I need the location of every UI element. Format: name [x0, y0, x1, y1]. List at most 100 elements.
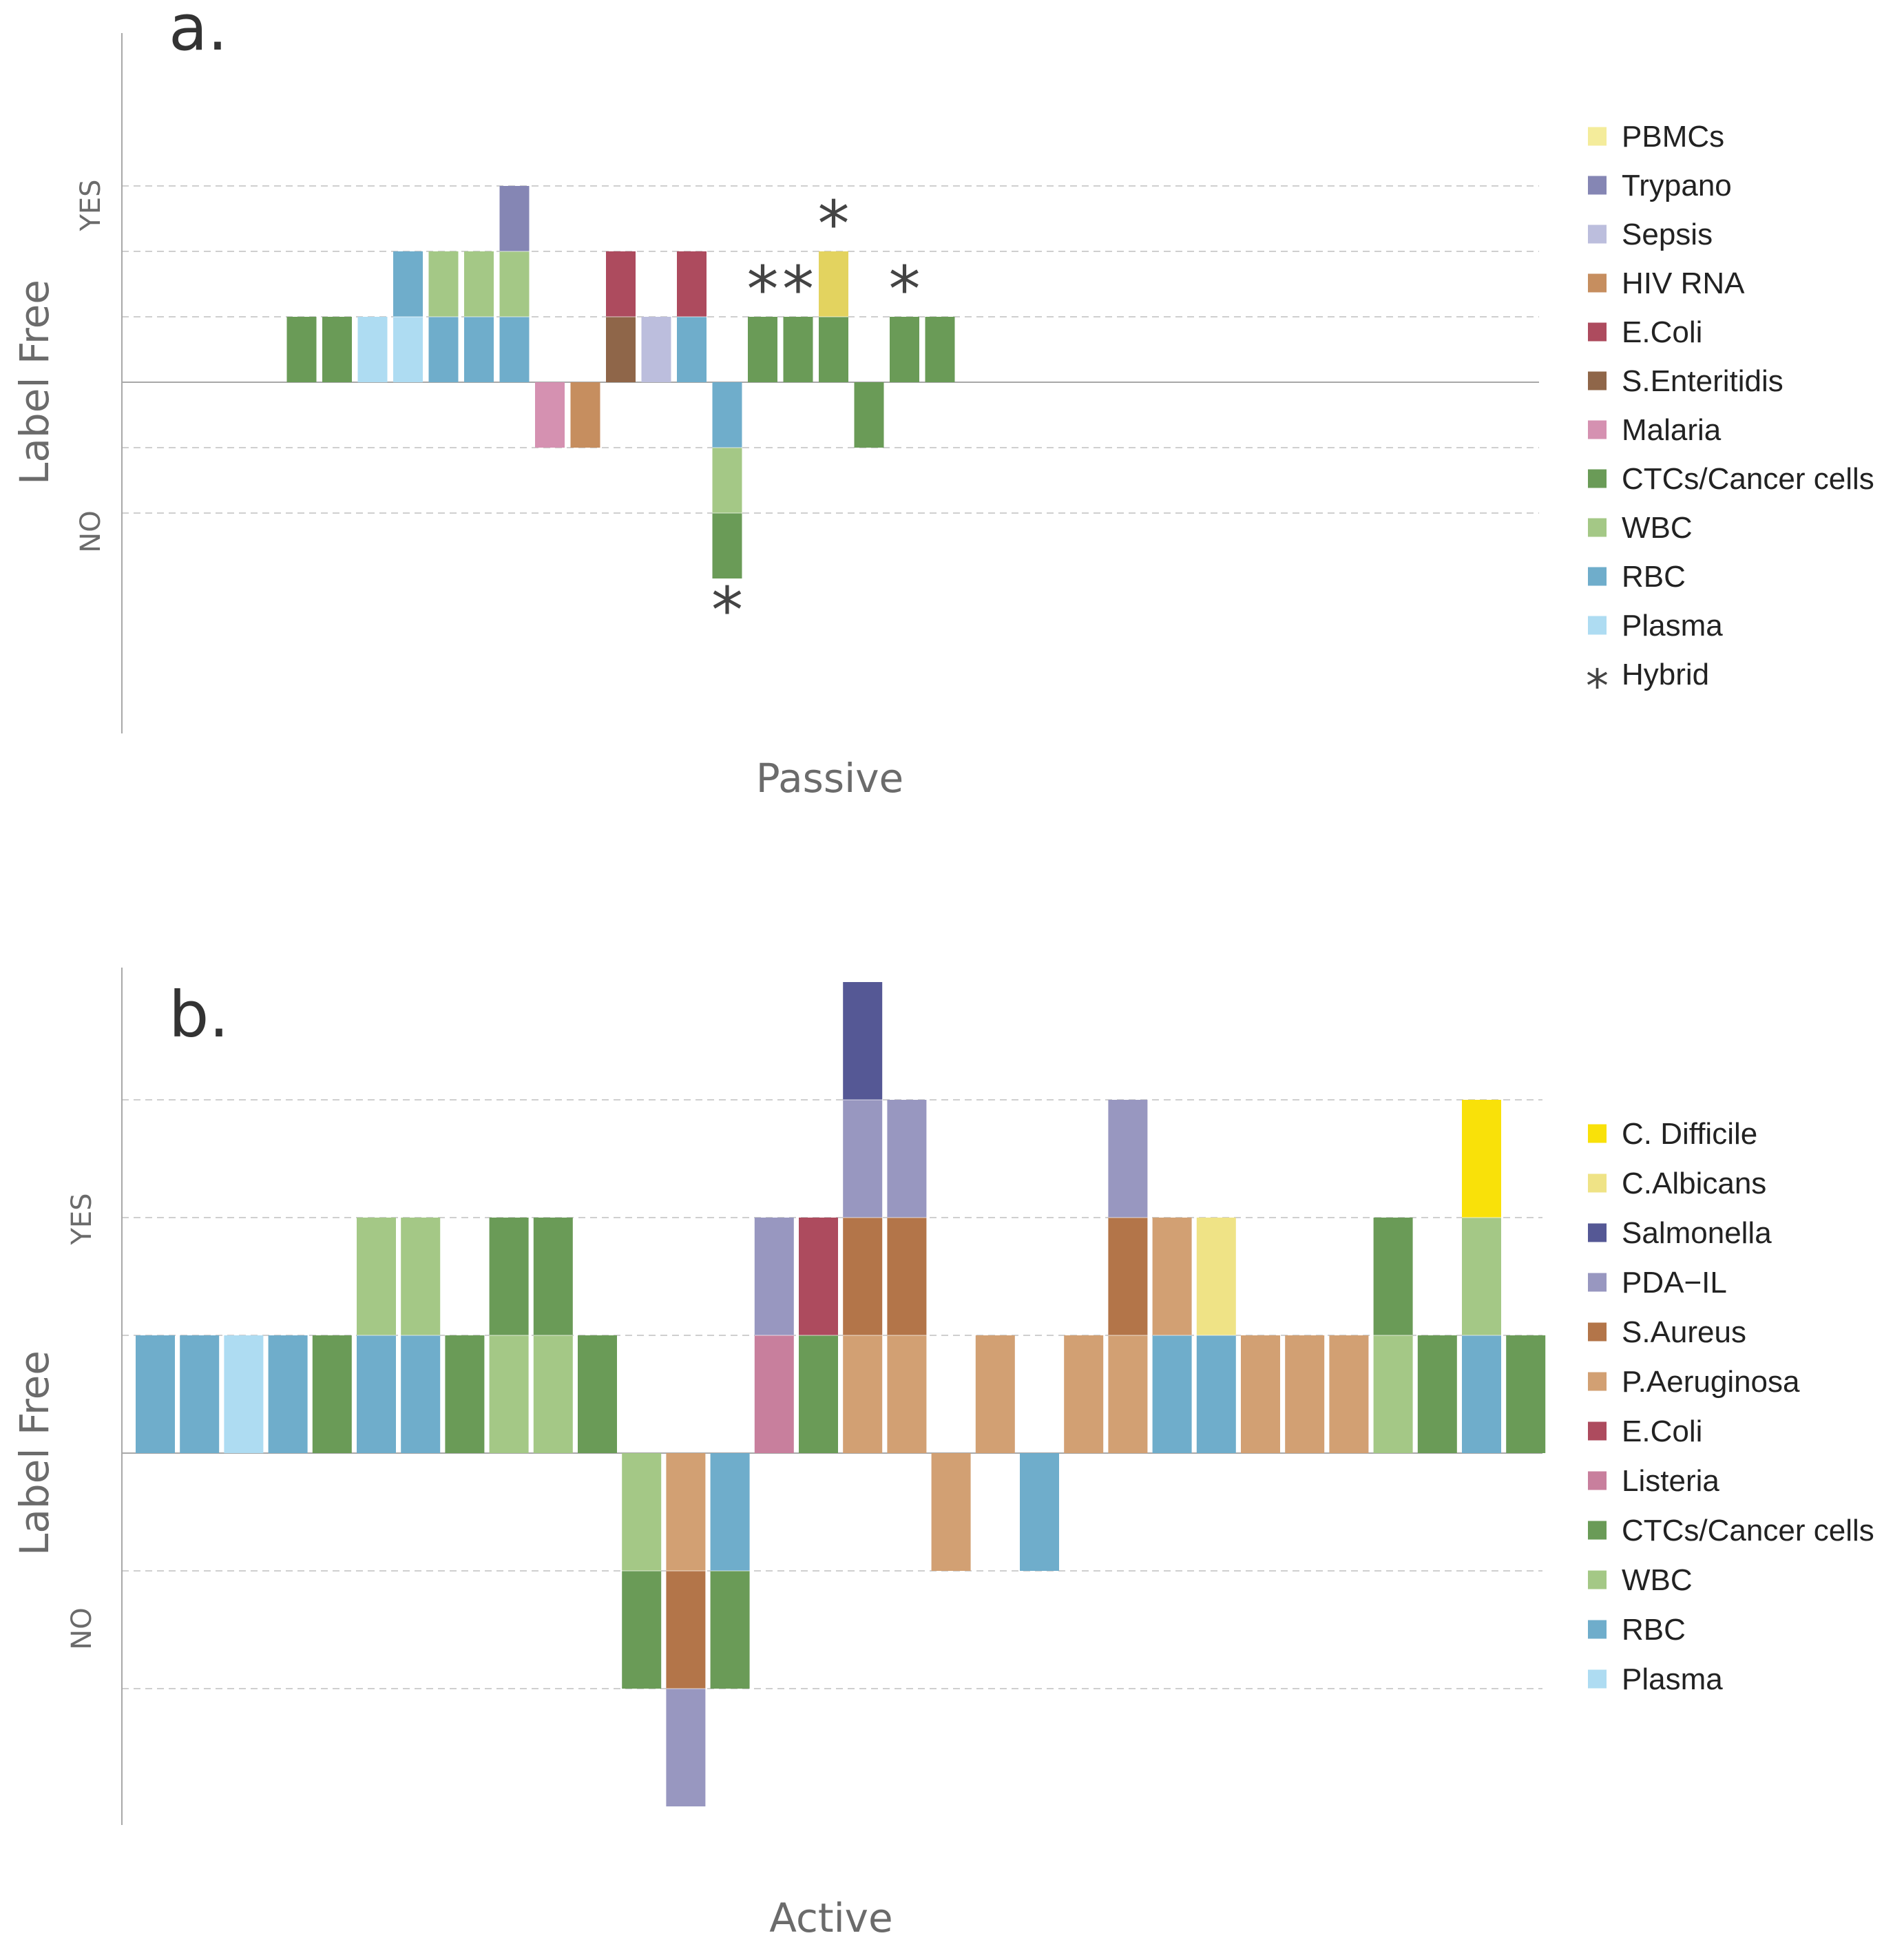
bar-b-29-ctcs-cancer-cells	[1417, 1335, 1457, 1453]
bar-b-5-rbc	[357, 1335, 396, 1453]
legend-label-b-pda-il: PDA−IL	[1622, 1266, 1727, 1300]
legend-swatch-a-hiv-rna	[1588, 273, 1607, 293]
bar-b-3-rbc	[268, 1335, 308, 1453]
panel-letter-a: a.	[169, 0, 228, 65]
legend-swatch-b-s-aureus	[1588, 1322, 1607, 1342]
bar-b-17-pda-il	[887, 1100, 927, 1218]
bar-a-4-ctcs-cancer-cells	[322, 317, 352, 382]
bar-b-15-e-coli	[799, 1218, 838, 1335]
bar-a-7-rbc	[428, 317, 459, 382]
legend-label-b-wbc: WBC	[1622, 1563, 1693, 1597]
bar-b-12-pda-il	[666, 1689, 706, 1806]
bar-b-19-p-aeruginosa	[975, 1335, 1015, 1453]
hybrid-marker-a-20: *	[889, 253, 921, 326]
bar-a-12-s-enteritidis	[606, 317, 636, 382]
bar-b-13-ctcs-cancer-cells	[710, 1571, 750, 1689]
bar-a-14-rbc	[677, 317, 707, 382]
bar-b-30-wbc	[1462, 1218, 1501, 1335]
hybrid-marker-a-16: *	[747, 253, 779, 326]
bar-b-16-pda-il	[843, 1100, 883, 1218]
legend-label-a-sepsis: Sepsis	[1622, 218, 1713, 251]
bar-b-11-ctcs-cancer-cells	[622, 1571, 662, 1689]
bar-a-20-ctcs-cancer-cells	[890, 317, 919, 382]
y-tick-no-a: NO	[75, 510, 107, 552]
bar-b-22-pda-il	[1108, 1100, 1148, 1218]
y-tick-no-b: NO	[66, 1607, 98, 1649]
legend-swatch-b-listeria	[1588, 1471, 1607, 1490]
legend-swatch-a-plasma	[1588, 616, 1607, 635]
bar-b-23-p-aeruginosa	[1152, 1218, 1192, 1335]
legend-label-b-c-albicans: C.Albicans	[1622, 1167, 1766, 1200]
bar-b-8-wbc	[489, 1335, 529, 1453]
legend-label-b-e-coli: E.Coli	[1622, 1415, 1702, 1448]
bar-b-25-p-aeruginosa	[1241, 1335, 1280, 1453]
bar-b-1-rbc	[180, 1335, 220, 1453]
bar-b-11-wbc	[622, 1453, 662, 1571]
panel-letter-b: b.	[169, 978, 229, 1052]
legend-swatch-b-plasma	[1588, 1669, 1607, 1689]
legend-swatch-b-salmonella	[1588, 1223, 1607, 1242]
bar-b-24-rbc	[1196, 1335, 1236, 1453]
bar-b-5-wbc	[357, 1218, 396, 1335]
x-axis-label-b: Active	[769, 1895, 892, 1940]
bar-b-12-p-aeruginosa	[666, 1453, 706, 1571]
hybrid-marker-a-15: *	[711, 574, 743, 647]
legend-a: PBMCs Trypano Sepsis HIV RNA E.Coli S.Enterit…	[1586, 120, 1874, 713]
bar-a-12-e-coli	[606, 251, 636, 317]
y-tick-yes-a: YES	[75, 179, 107, 231]
bar-b-30-c-difficile	[1462, 1100, 1501, 1218]
bar-a-18-ctcs-cancer-cells	[819, 317, 848, 382]
legend-label-a-hybrid: Hybrid	[1622, 658, 1709, 691]
bar-b-18-p-aeruginosa	[931, 1453, 971, 1571]
legend-swatch-b-e-coli	[1588, 1421, 1607, 1441]
bar-a-13-sepsis	[641, 317, 671, 382]
bar-b-16-salmonella	[843, 982, 883, 1100]
bar-b-6-rbc	[401, 1335, 441, 1453]
y-axis-label-b: Label Free	[11, 1350, 58, 1556]
legend-swatch-a-rbc	[1588, 567, 1607, 586]
legend-swatch-b-p-aeruginosa	[1588, 1372, 1607, 1391]
bar-b-24-c-albicans	[1196, 1218, 1236, 1335]
bar-a-16-ctcs-cancer-cells	[748, 317, 777, 382]
panel-b: b. Label Free YES NO Active C. Difficile…	[11, 968, 1874, 1940]
legend-label-a-hiv-rna: HIV RNA	[1622, 267, 1745, 300]
legend-label-a-e-coli: E.Coli	[1622, 315, 1702, 349]
bar-b-9-wbc	[533, 1335, 573, 1453]
legend-label-b-p-aeruginosa: P.Aeruginosa	[1622, 1365, 1800, 1399]
bar-b-8-ctcs-cancer-cells	[489, 1218, 529, 1335]
bar-a-19-ctcs-cancer-cells	[854, 382, 884, 448]
bar-b-15-ctcs-cancer-cells	[799, 1335, 838, 1453]
legend-label-b-salmonella: Salmonella	[1622, 1216, 1772, 1250]
legend-swatch-a-trypano	[1588, 176, 1607, 195]
legend-swatch-b-wbc	[1588, 1570, 1607, 1589]
bar-a-9-wbc	[499, 251, 530, 317]
legend-swatch-a-sepsis	[1588, 225, 1607, 244]
legend-label-a-malaria: Malaria	[1622, 413, 1722, 447]
legend-swatch-b-c-albicans	[1588, 1174, 1607, 1193]
bar-b-28-wbc	[1373, 1335, 1413, 1453]
bar-a-7-wbc	[428, 251, 459, 317]
legend-swatch-a-wbc	[1588, 518, 1607, 537]
panel-a: a. Label Free YES NO Passive ** *** PBMCs…	[11, 0, 1874, 802]
bar-b-20-rbc	[1020, 1453, 1059, 1571]
bars-b	[136, 982, 1546, 1806]
legend-label-a-pbmcs: PBMCs	[1622, 120, 1724, 154]
bar-b-14-pda-il	[754, 1218, 794, 1335]
bar-b-16-s-aureus	[843, 1218, 883, 1335]
legend-swatch-b-pda-il	[1588, 1273, 1607, 1292]
bar-b-17-p-aeruginosa	[887, 1335, 927, 1453]
hybrid-marker-a-18: *	[818, 187, 850, 261]
bar-a-5-plasma	[357, 317, 388, 382]
bar-a-9-rbc	[499, 317, 530, 382]
legend-label-a-rbc: RBC	[1622, 560, 1686, 594]
bar-b-28-ctcs-cancer-cells	[1373, 1218, 1413, 1335]
bar-a-14-e-coli	[677, 251, 707, 317]
bar-b-21-p-aeruginosa	[1064, 1335, 1104, 1453]
bars-a: ** ***	[286, 186, 955, 647]
legend-swatch-b-ctcs-cancer-cells	[1588, 1521, 1607, 1540]
bar-b-17-s-aureus	[887, 1218, 927, 1335]
bar-b-0-rbc	[136, 1335, 175, 1453]
bar-b-2-plasma	[224, 1335, 264, 1453]
legend-label-a-ctcs-cancer-cells: CTCs/Cancer cells	[1622, 462, 1874, 496]
bar-b-10-ctcs-cancer-cells	[578, 1335, 617, 1453]
